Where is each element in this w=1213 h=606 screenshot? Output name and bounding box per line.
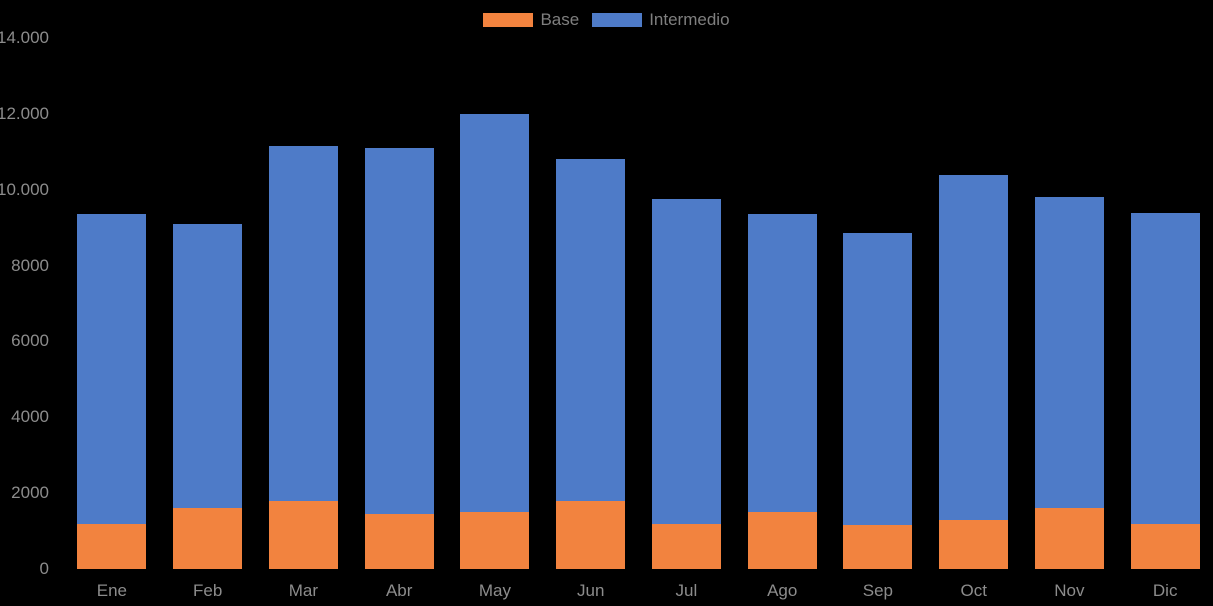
- y-axis-tick-label: 12.000: [0, 103, 49, 123]
- x-axis-label-dic: Dic: [1152, 581, 1178, 600]
- bar-segment-base-sep: [843, 525, 913, 569]
- x-axis: Ene Feb Mar Abr May Jun Jul Ago Sep Oct Nov Dic: [0, 581, 1213, 603]
- bar-segment-base-may: [460, 512, 530, 569]
- bar-segment-intermedio-mar: [268, 146, 338, 501]
- bar-segment-intermedio-oct: [939, 174, 1009, 520]
- y-axis-tick-label: 0: [39, 559, 49, 578]
- bar-segment-intermedio-sep: [843, 233, 913, 526]
- bar-segment-intermedio-may: [460, 113, 530, 513]
- bar-segment-base-abr: [364, 514, 434, 569]
- x-axis-label-jun: Jun: [576, 581, 605, 600]
- bar-segment-base-jul: [651, 523, 721, 569]
- plot-area: [64, 38, 1213, 569]
- bar-segment-base-feb: [173, 508, 243, 569]
- x-axis-label-mar: Mar: [288, 581, 319, 600]
- y-axis-tick-label: 14.000: [0, 28, 49, 47]
- bar-segment-base-mar: [268, 500, 338, 569]
- bar-segment-intermedio-feb: [173, 223, 243, 509]
- bar-segment-intermedio-abr: [364, 148, 434, 514]
- legend-item-base: Base: [483, 11, 579, 29]
- x-axis-label-nov: Nov: [1054, 581, 1085, 600]
- bar-segment-intermedio-nov: [1034, 197, 1104, 509]
- bar-segment-base-jun: [556, 500, 626, 569]
- legend-label-base: Base: [540, 10, 580, 29]
- bar-segment-intermedio-ene: [77, 214, 147, 524]
- x-axis-label-abr: Abr: [385, 581, 413, 600]
- y-axis: 0 2000 4000 6000 8000 10.000 12.000 14.000: [0, 0, 49, 606]
- bar-segment-base-ago: [747, 512, 817, 569]
- bar-segment-intermedio-ago: [747, 214, 817, 513]
- x-axis-label-jul: Jul: [675, 581, 698, 600]
- x-axis-label-ene: Ene: [96, 581, 128, 600]
- x-axis-label-oct: Oct: [960, 581, 987, 600]
- x-axis-label-may: May: [478, 581, 511, 600]
- legend-swatch-base-icon: [483, 13, 534, 27]
- x-axis-label-ago: Ago: [767, 581, 798, 600]
- bar-segment-base-oct: [939, 519, 1009, 569]
- x-axis-label-sep: Sep: [862, 581, 894, 600]
- y-axis-tick-label: 4000: [11, 407, 49, 427]
- bar-segment-intermedio-dic: [1130, 212, 1200, 524]
- y-axis-tick-label: 8000: [11, 255, 49, 275]
- bar-segment-base-nov: [1034, 508, 1104, 569]
- bar-segment-intermedio-jun: [556, 159, 626, 501]
- legend-label-intermedio: Intermedio: [649, 10, 730, 29]
- y-axis-tick-label: 2000: [11, 483, 49, 503]
- y-axis-tick-label: 10.000: [0, 179, 49, 199]
- legend-swatch-intermedio-icon: [592, 13, 643, 27]
- chart-legend: Base Intermedio: [0, 11, 1213, 29]
- bar-segment-base-dic: [1130, 523, 1200, 569]
- y-axis-tick-label: 6000: [11, 331, 49, 351]
- bar-segment-intermedio-jul: [651, 199, 721, 524]
- x-axis-label-feb: Feb: [193, 581, 223, 600]
- legend-item-intermedio: Intermedio: [592, 10, 730, 29]
- bar-segment-base-ene: [77, 523, 147, 569]
